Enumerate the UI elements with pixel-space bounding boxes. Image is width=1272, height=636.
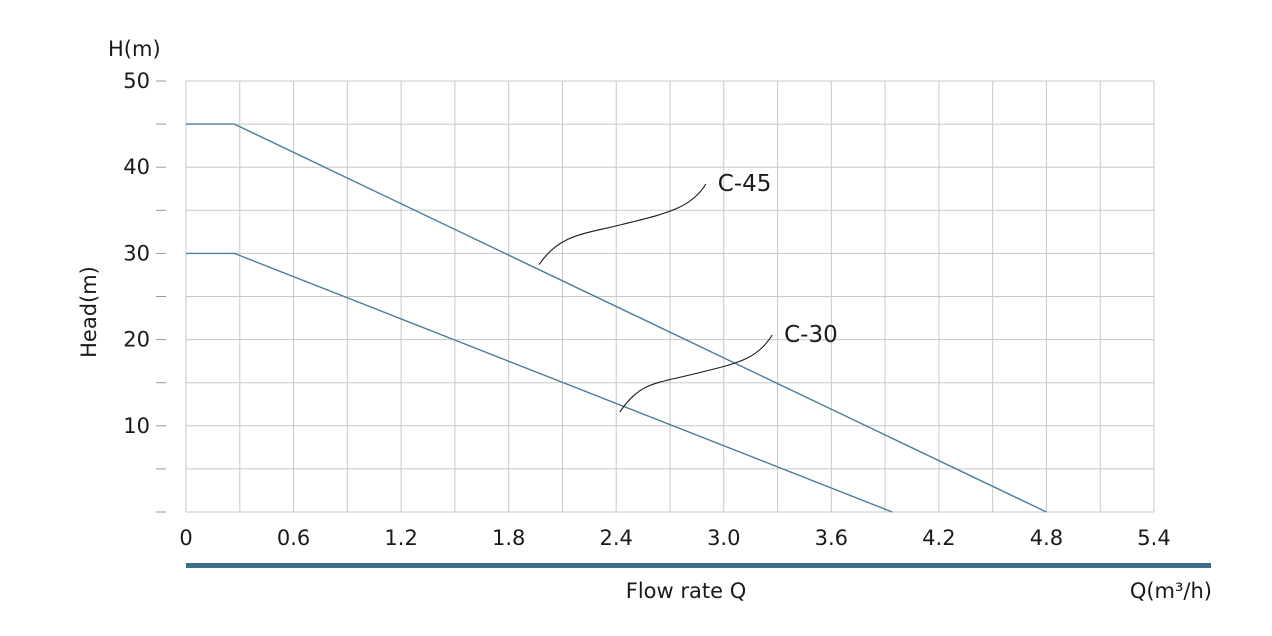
series-labels: C-45 C-30 bbox=[718, 171, 838, 348]
x-tick-labels: 0 0.6 1.2 1.8 2.4 3.0 3.6 4.2 4.8 5.4 bbox=[179, 526, 1170, 550]
y-unit-label: H(m) bbox=[108, 37, 161, 61]
x-tick-label: 3.6 bbox=[815, 526, 848, 550]
y-tick-label: 20 bbox=[123, 328, 150, 352]
leader-line-c-45 bbox=[538, 183, 707, 265]
y-tick-label: 50 bbox=[123, 69, 150, 93]
y-tick-label: 10 bbox=[123, 414, 150, 438]
x-tick-label: 2.4 bbox=[600, 526, 633, 550]
y-tick-label: 40 bbox=[123, 155, 150, 179]
series-leaders bbox=[538, 183, 773, 413]
series-label-c-45: C-45 bbox=[718, 171, 772, 197]
x-tick-label: 1.8 bbox=[492, 526, 525, 550]
x-tick-label: 0 bbox=[179, 526, 192, 550]
series-label-c-30: C-30 bbox=[784, 322, 838, 348]
x-tick-label: 1.2 bbox=[384, 526, 417, 550]
x-unit-label: Q(m³/h) bbox=[1130, 579, 1212, 603]
y-axis-title: Head(m) bbox=[77, 266, 101, 358]
series-lines bbox=[186, 123, 1047, 513]
y-tick-labels: 10 20 30 40 50 bbox=[123, 69, 150, 438]
x-tick-label: 3.0 bbox=[707, 526, 740, 550]
x-tick-label: 0.6 bbox=[277, 526, 310, 550]
x-tick-label: 4.8 bbox=[1030, 526, 1063, 550]
y-tick-label: 30 bbox=[123, 241, 150, 265]
x-axis-title: Flow rate Q bbox=[626, 579, 746, 603]
grid bbox=[156, 80, 1155, 513]
series-line-c-45 bbox=[186, 123, 1047, 513]
x-axis-bar bbox=[186, 563, 1211, 568]
series-line-c-30 bbox=[186, 252, 893, 513]
x-tick-label: 5.4 bbox=[1137, 526, 1170, 550]
leader-line-c-30 bbox=[619, 334, 773, 413]
x-tick-label: 4.2 bbox=[922, 526, 955, 550]
